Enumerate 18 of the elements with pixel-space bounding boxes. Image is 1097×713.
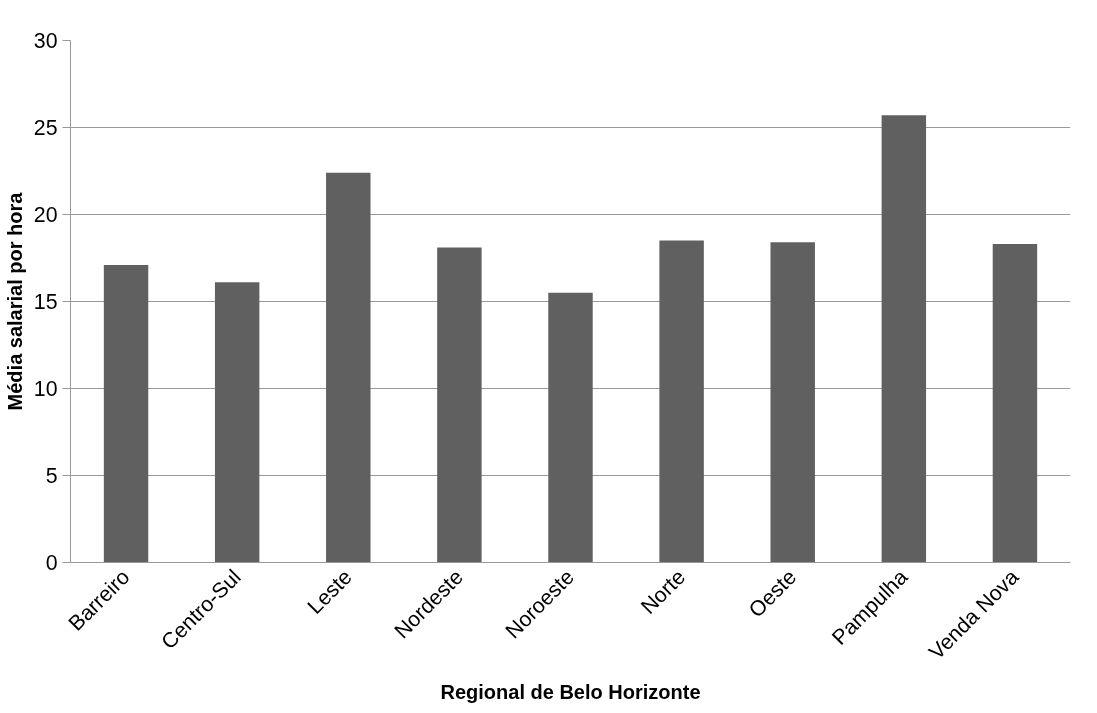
bar bbox=[992, 244, 1038, 563]
bar bbox=[103, 264, 149, 563]
y-tick-label: 15 bbox=[33, 290, 58, 314]
bar bbox=[326, 172, 371, 563]
y-tick-label: 20 bbox=[33, 203, 58, 227]
y-tick-label: 0 bbox=[45, 551, 58, 575]
y-tick-label: 5 bbox=[45, 464, 58, 488]
y-axis-title: Média salarial por hora bbox=[3, 191, 26, 411]
bar bbox=[214, 282, 260, 563]
bar bbox=[881, 115, 927, 563]
bar bbox=[770, 242, 815, 563]
y-tick-label: 30 bbox=[33, 29, 58, 53]
bar bbox=[548, 292, 593, 563]
y-tick-label: 25 bbox=[33, 116, 58, 140]
bar bbox=[437, 247, 482, 563]
bar bbox=[659, 240, 704, 563]
y-tick-label: 10 bbox=[33, 377, 58, 401]
x-axis-title: Regional de Belo Horizonte bbox=[440, 680, 701, 703]
